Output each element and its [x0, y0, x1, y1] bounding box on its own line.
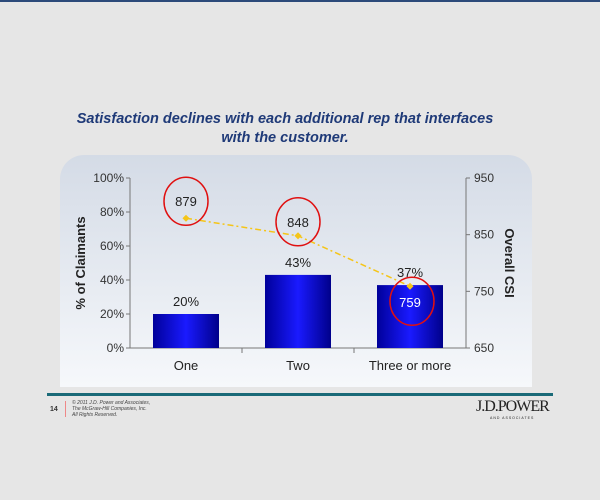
category-label: Two [286, 358, 310, 373]
y2-tick-label: 750 [474, 284, 494, 298]
bar-label: 43% [285, 255, 311, 270]
csi-label: 759 [399, 295, 421, 310]
jd-power-logo: J.D.POWER [476, 398, 550, 415]
y2-tick-label: 950 [474, 171, 494, 185]
slide-title: Satisfaction declines with each addition… [60, 110, 510, 148]
title-line-1: Satisfaction declines with each addition… [76, 111, 494, 127]
title-line-2: with the customer. [221, 130, 349, 146]
y-tick-label: 60% [100, 239, 124, 253]
copyright: © 2011 J.D. Power and Associates, The McG… [72, 400, 151, 418]
bar [377, 285, 443, 348]
highlight-circle [275, 197, 321, 247]
y-tick-label: 100% [93, 171, 124, 185]
footer-divider [65, 401, 66, 417]
page-number: 14 [50, 406, 58, 413]
csi-label: 879 [175, 194, 197, 209]
csi-point [406, 282, 414, 290]
y2-tick-label: 850 [474, 228, 494, 242]
y2-tick-label: 650 [474, 341, 494, 355]
csi-point [182, 214, 190, 222]
highlight-circle [163, 176, 209, 226]
category-label: One [174, 358, 199, 373]
footer-rule [47, 393, 553, 396]
y-tick-label: 0% [107, 341, 125, 355]
bar [265, 274, 331, 348]
bar [153, 314, 219, 348]
logo-subtitle: AND ASSOCIATES [490, 416, 535, 420]
csi-label: 848 [287, 215, 309, 230]
bar-label: 37% [397, 265, 423, 280]
y-tick-label: 20% [100, 307, 124, 321]
y-axis-label: % of Claimants [73, 216, 88, 309]
y-tick-label: 40% [100, 273, 124, 287]
top-rule [0, 0, 600, 2]
y2-axis-label: Overall CSI [502, 228, 517, 297]
category-label: Three or more [369, 358, 451, 373]
bar-label: 20% [173, 294, 199, 309]
y-tick-label: 80% [100, 205, 124, 219]
csi-point [294, 232, 302, 240]
highlight-circle [389, 276, 435, 326]
